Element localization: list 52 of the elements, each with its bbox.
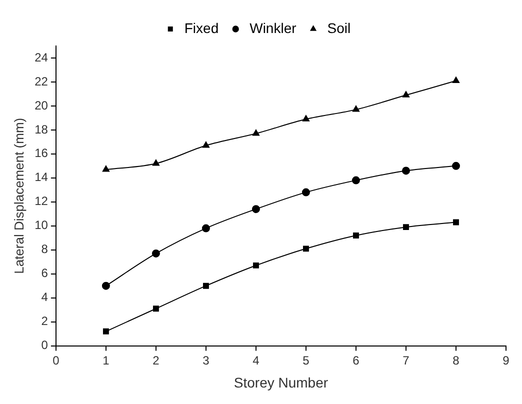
point [403,224,409,230]
point [252,262,259,268]
y-tick-label: 18 [34,122,48,136]
y-tick-label: 20 [34,98,48,112]
x-tick-label: 1 [102,353,110,368]
point [303,246,309,252]
x-tick-label: 5 [302,353,310,368]
legend-label: Soil [327,20,351,36]
point [353,232,359,238]
point [402,91,410,98]
y-axis-title: Lateral Displacement (mm) [11,118,26,274]
point [302,188,310,196]
point [452,76,460,84]
point [102,282,110,290]
x-tick-label: 3 [202,353,210,368]
point [202,142,210,148]
legend-label: Winkler [250,20,297,36]
x-tick-label: 2 [152,353,160,368]
y-tick-label: 22 [34,74,48,88]
x-axis-title: Storey Number [234,374,328,390]
y-tick-label: 12 [34,194,48,208]
x-tick-label: 6 [352,353,360,368]
point [152,160,160,166]
point [102,166,110,172]
y-tick-label: 24 [34,50,48,64]
x-tick-label: 8 [452,353,460,368]
point [252,130,260,136]
point [252,205,260,214]
point [452,162,460,170]
point [102,328,109,334]
y-tick-label: 6 [41,266,48,280]
y-tick-label: 10 [34,218,48,232]
point [202,224,210,232]
point [202,282,209,289]
y-tick-label: 4 [41,290,48,304]
y-tick-label: 14 [34,170,48,184]
legend-label: Fixed [184,20,219,36]
point [302,115,310,122]
y-tick-label: 0 [41,338,48,352]
point [152,306,159,312]
point [352,176,360,184]
point [152,249,160,258]
x-tick-label: 4 [252,353,260,368]
point [453,219,459,226]
x-tick-label: 9 [502,353,510,368]
x-tick-label: 7 [402,353,410,368]
point [402,166,410,175]
y-tick-label: 16 [34,146,48,160]
point [352,106,360,112]
y-tick-label: 2 [41,314,48,328]
x-tick-label: 0 [52,353,60,368]
y-tick-label: 8 [41,242,48,256]
